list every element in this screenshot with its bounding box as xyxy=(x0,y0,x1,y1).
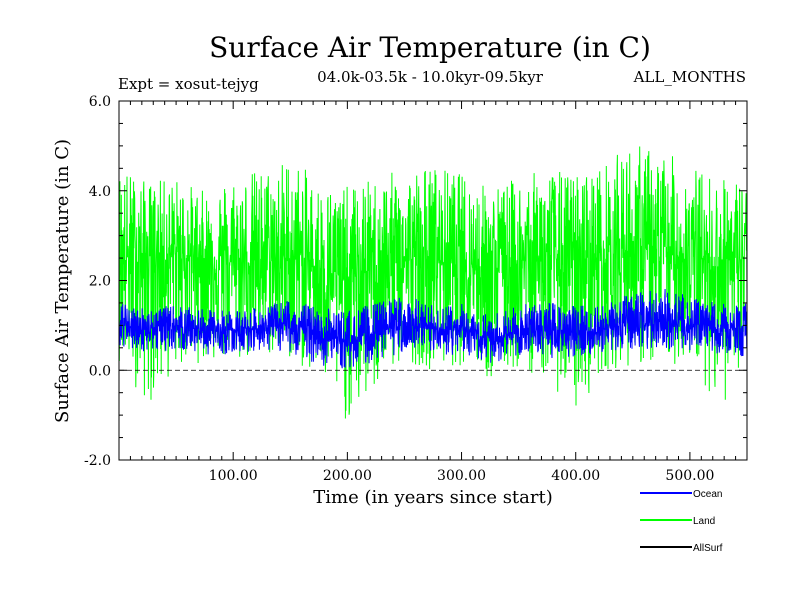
months-label: ALL_MONTHS xyxy=(633,68,746,86)
x-tick-label: 100.00 xyxy=(209,468,258,484)
x-axis-label: Time (in years since start) xyxy=(313,487,553,508)
y-tick-label: 2.0 xyxy=(89,274,111,290)
chart-title: Surface Air Temperature (in C) xyxy=(209,31,651,64)
period-label: 04.0k-03.5k - 10.0kyr-09.5kyr xyxy=(317,68,544,86)
y-axis-label: Surface Air Temperature (in C) xyxy=(52,139,73,423)
y-tick-label: -2.0 xyxy=(84,453,111,469)
series-line-ocean xyxy=(119,288,747,369)
legend: Ocean Land AllSurf xyxy=(640,489,723,554)
x-tick-label: 300.00 xyxy=(437,468,486,484)
plot-area xyxy=(119,146,747,419)
legend-label-allsurf: AllSurf xyxy=(693,543,723,554)
y-tick-label: 4.0 xyxy=(89,184,111,200)
x-tick-label: 500.00 xyxy=(665,468,714,484)
x-tick-label: 200.00 xyxy=(323,468,372,484)
legend-label-ocean: Ocean xyxy=(693,489,722,500)
y-tick-label: 6.0 xyxy=(89,94,111,110)
legend-label-land: Land xyxy=(693,516,715,527)
axes: 100.00 200.00 300.00 400.00 500.00 -2.0 0.0 2.0… xyxy=(84,94,748,484)
series-line-land xyxy=(119,146,747,419)
expt-label: Expt = xosut-tejyg xyxy=(118,75,259,93)
x-tick-label: 400.00 xyxy=(551,468,600,484)
y-tick-label: 0.0 xyxy=(89,363,111,379)
